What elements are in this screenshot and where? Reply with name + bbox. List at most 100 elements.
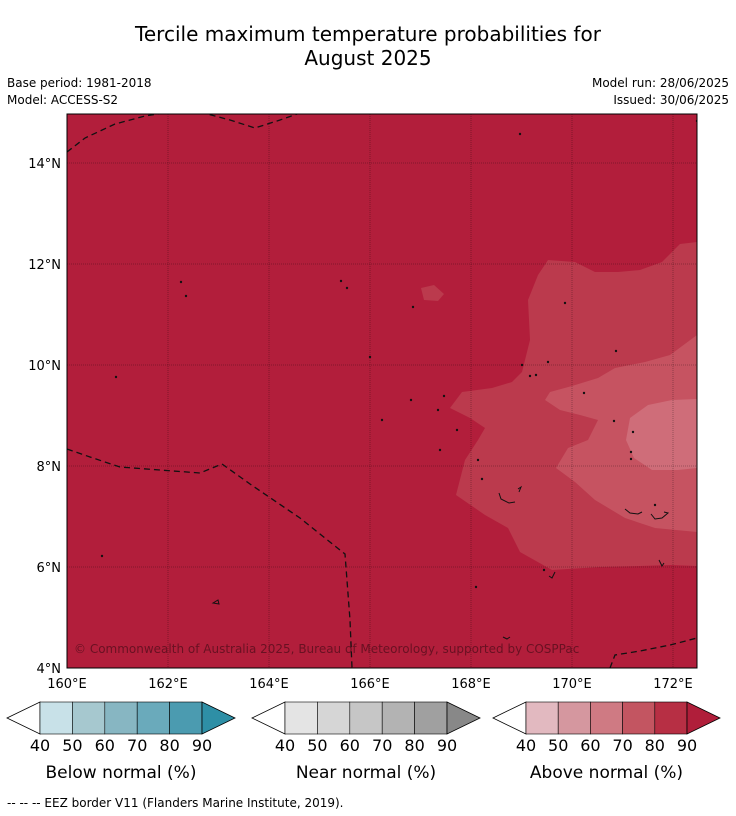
colorbar-tick-label: 40 [275, 736, 295, 755]
atoll-outlines [211, 485, 670, 640]
colorbar-swatch [104, 701, 138, 735]
island-mark [100, 554, 104, 558]
island-mark [345, 286, 349, 290]
island-mark [114, 375, 118, 379]
colorbar-tick-label: 70 [612, 736, 632, 755]
colorbar-tick-label: 40 [516, 736, 536, 755]
longitude-label: 166°E [350, 677, 390, 692]
colorbar-swatch [39, 701, 73, 735]
colorbar-swatch [525, 701, 559, 735]
colorbar-tick-label: 70 [127, 736, 147, 755]
atoll-outline [658, 559, 665, 567]
eez-border-northwest [67, 114, 162, 153]
colorbar-tick-label: 80 [159, 736, 179, 755]
colorbar-swatch [349, 701, 383, 735]
island-mark [528, 374, 532, 378]
island-mark [534, 373, 538, 377]
colorbar-swatch [557, 701, 591, 735]
colorbar-swatch [136, 701, 170, 735]
probability-fill-above-50-60 [626, 399, 697, 470]
latitude-label: 12°N [28, 258, 61, 273]
colorbar-arrow-low [492, 701, 527, 735]
colorbar-tick-label: 90 [192, 736, 212, 755]
colorbar-tick-label: 60 [340, 736, 360, 755]
colorbar-swatch [72, 701, 106, 735]
colorbar-swatch [414, 701, 448, 735]
island-mark [411, 305, 415, 309]
island-mark [546, 360, 550, 364]
colorbar-swatch [317, 701, 351, 735]
colorbar-label: Near normal (%) [296, 763, 436, 783]
colorbar-3: 40 50 60 70 80 90 Above normal (%) [492, 701, 721, 783]
latitude-label: 4°N [37, 662, 62, 677]
colorbar-legends: 40 50 60 70 80 90 Below normal (%) 40 50 60 70 80 90… [6, 701, 721, 783]
colorbar-arrow-high [201, 701, 236, 735]
atoll-outline [498, 492, 516, 504]
island-markers [100, 119, 697, 589]
colorbar-arrow-high [446, 701, 481, 735]
island-mark [542, 568, 546, 572]
metadata-left: Base period: 1981-2018 Model: ACCESS-S2 [7, 75, 152, 109]
latitude-label: 6°N [37, 561, 62, 576]
colorbar-swatch [622, 701, 656, 735]
latitude-axis-labels: 14°N 12°N 10°N 8°N 6°N 4°N [28, 157, 61, 677]
island-mark [442, 394, 446, 398]
island-mark [631, 430, 635, 434]
island-mark [629, 457, 633, 461]
island-mark [614, 349, 618, 353]
island-mark [629, 450, 633, 454]
colorbar-tick-label: 60 [95, 736, 115, 755]
atoll-outline [502, 636, 511, 640]
island-mark [455, 428, 459, 432]
longitude-label: 160°E [47, 677, 87, 692]
issued-text: Issued: 30/06/2025 [613, 93, 729, 107]
colorbar-swatch [169, 701, 203, 735]
colorbar-tick-label: 50 [62, 736, 82, 755]
island-mark [520, 363, 524, 367]
map-plot-area: © Commonwealth of Australia 2025, Bureau… [67, 114, 697, 668]
colorbar-tick-label: 50 [548, 736, 568, 755]
colorbar-label: Below normal (%) [46, 763, 197, 783]
eez-border-north [204, 114, 300, 129]
longitude-label: 162°E [148, 677, 188, 692]
eez-border-west [67, 448, 353, 668]
colorbar-arrow-high [686, 701, 721, 735]
colorbar-tick-label: 90 [677, 736, 697, 755]
island-mark [184, 294, 188, 298]
colorbar-swatch [284, 701, 318, 735]
probability-patch-small [421, 285, 444, 301]
colorbar-tick-label: 70 [372, 736, 392, 755]
longitude-label: 164°E [249, 677, 289, 692]
island-mark [563, 301, 567, 305]
colorbar-tick-label: 80 [404, 736, 424, 755]
base-period-text: Base period: 1981-2018 [7, 76, 152, 90]
island-mark [368, 355, 372, 359]
island-mark [582, 391, 586, 395]
atoll-outline [548, 571, 556, 579]
model-text: Model: ACCESS-S2 [7, 93, 119, 107]
probability-fill-above-60-70 [545, 335, 697, 532]
colorbar-arrow-low [6, 701, 41, 735]
longitude-label: 168°E [451, 677, 491, 692]
island-mark [179, 280, 183, 284]
colorbar-swatch [381, 701, 415, 735]
map-frame [66, 113, 698, 669]
eez-footnote: -- -- -- EEZ border V11 (Flanders Marine… [7, 796, 344, 810]
island-mark [612, 419, 616, 423]
colorbar-tick-label: 60 [580, 736, 600, 755]
island-mark [480, 477, 484, 481]
island-mark [409, 398, 413, 402]
chart-title: Tercile maximum temperature probabilitie… [0, 22, 736, 70]
colorbar-label: Above normal (%) [530, 763, 683, 783]
colorbar-swatch [654, 701, 688, 735]
longitude-label: 170°E [552, 677, 592, 692]
colorbar-swatch [590, 701, 623, 735]
colorbar-tick-label: 80 [645, 736, 665, 755]
island-mark [474, 585, 478, 589]
metadata-right: Model run: 28/06/2025 Issued: 30/06/2025 [592, 75, 729, 109]
island-mark [476, 458, 480, 462]
atoll-outline [624, 508, 643, 515]
colorbar-1: 40 50 60 70 80 90 Below normal (%) [6, 701, 236, 783]
